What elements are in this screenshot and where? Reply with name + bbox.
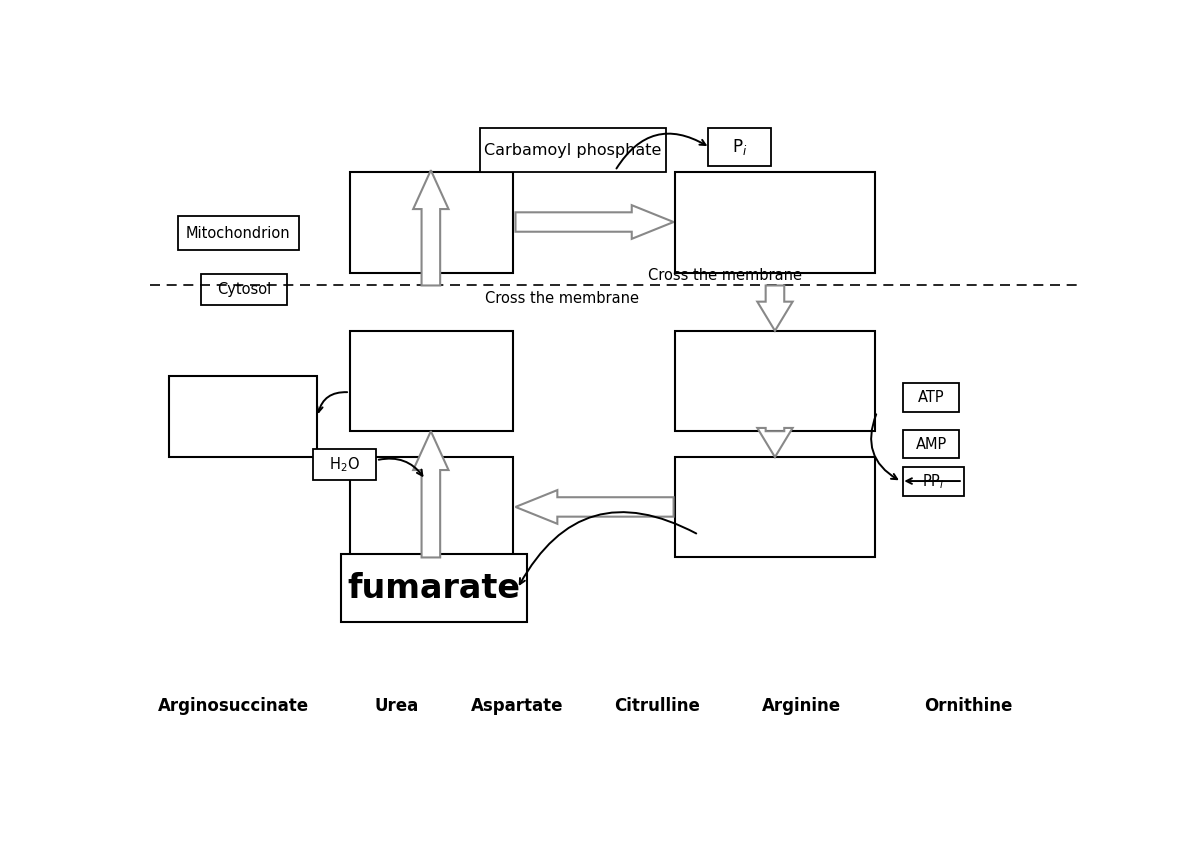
Bar bbox=[904, 468, 964, 496]
Text: H$_2$O: H$_2$O bbox=[329, 455, 360, 473]
Text: Carbamoyl phosphate: Carbamoyl phosphate bbox=[485, 143, 662, 157]
Text: Cytosol: Cytosol bbox=[217, 282, 271, 297]
Bar bbox=[904, 430, 959, 458]
Bar bbox=[708, 128, 772, 166]
Polygon shape bbox=[516, 490, 673, 524]
Polygon shape bbox=[757, 428, 793, 458]
Bar bbox=[350, 172, 512, 272]
Text: AMP: AMP bbox=[916, 436, 947, 452]
Text: Arginine: Arginine bbox=[762, 697, 840, 716]
Bar bbox=[350, 331, 512, 431]
Polygon shape bbox=[413, 431, 449, 558]
Text: Mitochondrion: Mitochondrion bbox=[186, 225, 290, 241]
Text: Aspartate: Aspartate bbox=[472, 697, 564, 716]
Text: Arginosuccinate: Arginosuccinate bbox=[158, 697, 310, 716]
Bar bbox=[350, 458, 512, 558]
Text: fumarate: fumarate bbox=[347, 572, 520, 605]
Bar bbox=[676, 172, 875, 272]
Bar bbox=[202, 274, 287, 305]
Text: PP$_i$: PP$_i$ bbox=[923, 473, 944, 491]
Text: Urea: Urea bbox=[374, 697, 419, 716]
Bar bbox=[676, 458, 875, 558]
Polygon shape bbox=[757, 285, 793, 331]
Text: Cross the membrane: Cross the membrane bbox=[648, 268, 802, 283]
Bar bbox=[341, 554, 527, 622]
Bar bbox=[904, 383, 959, 412]
Text: Citrulline: Citrulline bbox=[614, 697, 700, 716]
Bar bbox=[313, 448, 376, 479]
Bar bbox=[168, 376, 317, 458]
Text: ATP: ATP bbox=[918, 390, 944, 405]
Text: Cross the membrane: Cross the membrane bbox=[485, 291, 638, 306]
Bar bbox=[480, 128, 666, 172]
Bar bbox=[178, 216, 299, 250]
Polygon shape bbox=[413, 170, 449, 285]
Text: P$_i$: P$_i$ bbox=[732, 137, 748, 157]
Polygon shape bbox=[516, 205, 673, 239]
Bar bbox=[676, 331, 875, 431]
Text: Ornithine: Ornithine bbox=[924, 697, 1013, 716]
